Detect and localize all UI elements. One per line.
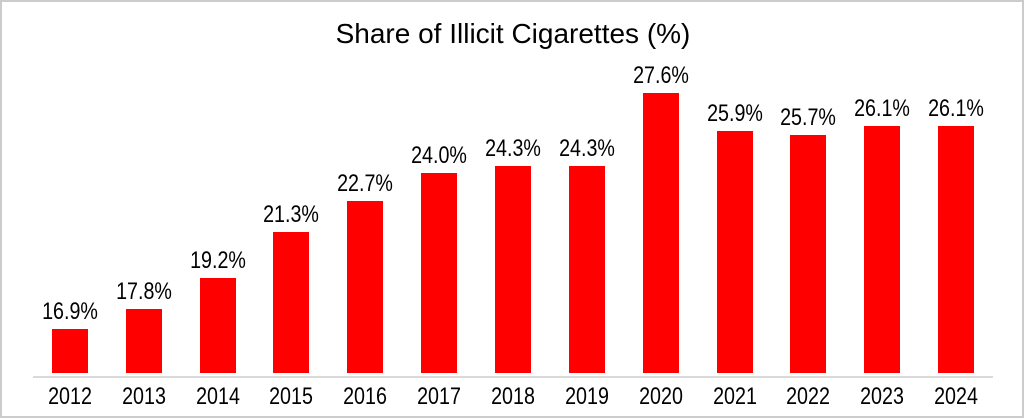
bar — [790, 135, 827, 373]
bar-value-label: 24.3% — [558, 135, 615, 162]
bar-value-label: 16.9% — [42, 298, 98, 325]
x-axis-label: 2022 — [786, 383, 831, 410]
bar — [495, 166, 531, 373]
bar — [938, 126, 975, 373]
chart-title: Share of Illicit Cigarettes (%) — [335, 18, 691, 49]
bar-value-label: 25.9% — [706, 100, 763, 127]
bar-value-label: 24.3% — [485, 135, 541, 162]
x-axis-label: 2017 — [417, 383, 462, 410]
bar-value-label: 26.1% — [854, 95, 911, 122]
bar-value-label: 26.1% — [928, 95, 984, 122]
bar-value-label: 27.6% — [632, 62, 689, 89]
x-axis-label: 2015 — [269, 383, 314, 410]
bar — [642, 93, 679, 373]
bar — [421, 173, 458, 373]
x-axis-line — [33, 376, 993, 378]
bar-value-label: 19.2% — [189, 247, 246, 274]
x-axis-label: 2021 — [712, 383, 757, 410]
bar — [568, 166, 605, 373]
x-axis-label: 2020 — [638, 383, 683, 410]
x-axis-label: 2019 — [564, 383, 609, 410]
x-axis-label: 2024 — [934, 383, 978, 410]
bar-value-label: 24.0% — [411, 142, 468, 169]
x-axis-label: 2023 — [860, 383, 905, 410]
bar — [51, 329, 88, 373]
x-axis-label: 2018 — [491, 383, 535, 410]
bar-value-label: 21.3% — [263, 201, 320, 228]
bar — [199, 278, 236, 373]
x-axis-label: 2014 — [195, 383, 240, 410]
bar-value-label: 25.7% — [780, 104, 837, 131]
bar-value-label: 17.8% — [115, 278, 172, 305]
x-axis-label: 2013 — [121, 383, 166, 410]
bar — [716, 131, 753, 373]
bar — [273, 232, 310, 373]
bar — [864, 126, 901, 373]
bar — [125, 309, 162, 373]
bar-value-label: 22.7% — [337, 170, 394, 197]
bar — [347, 201, 384, 373]
x-axis-label: 2012 — [48, 383, 92, 410]
x-axis-label: 2016 — [343, 383, 388, 410]
